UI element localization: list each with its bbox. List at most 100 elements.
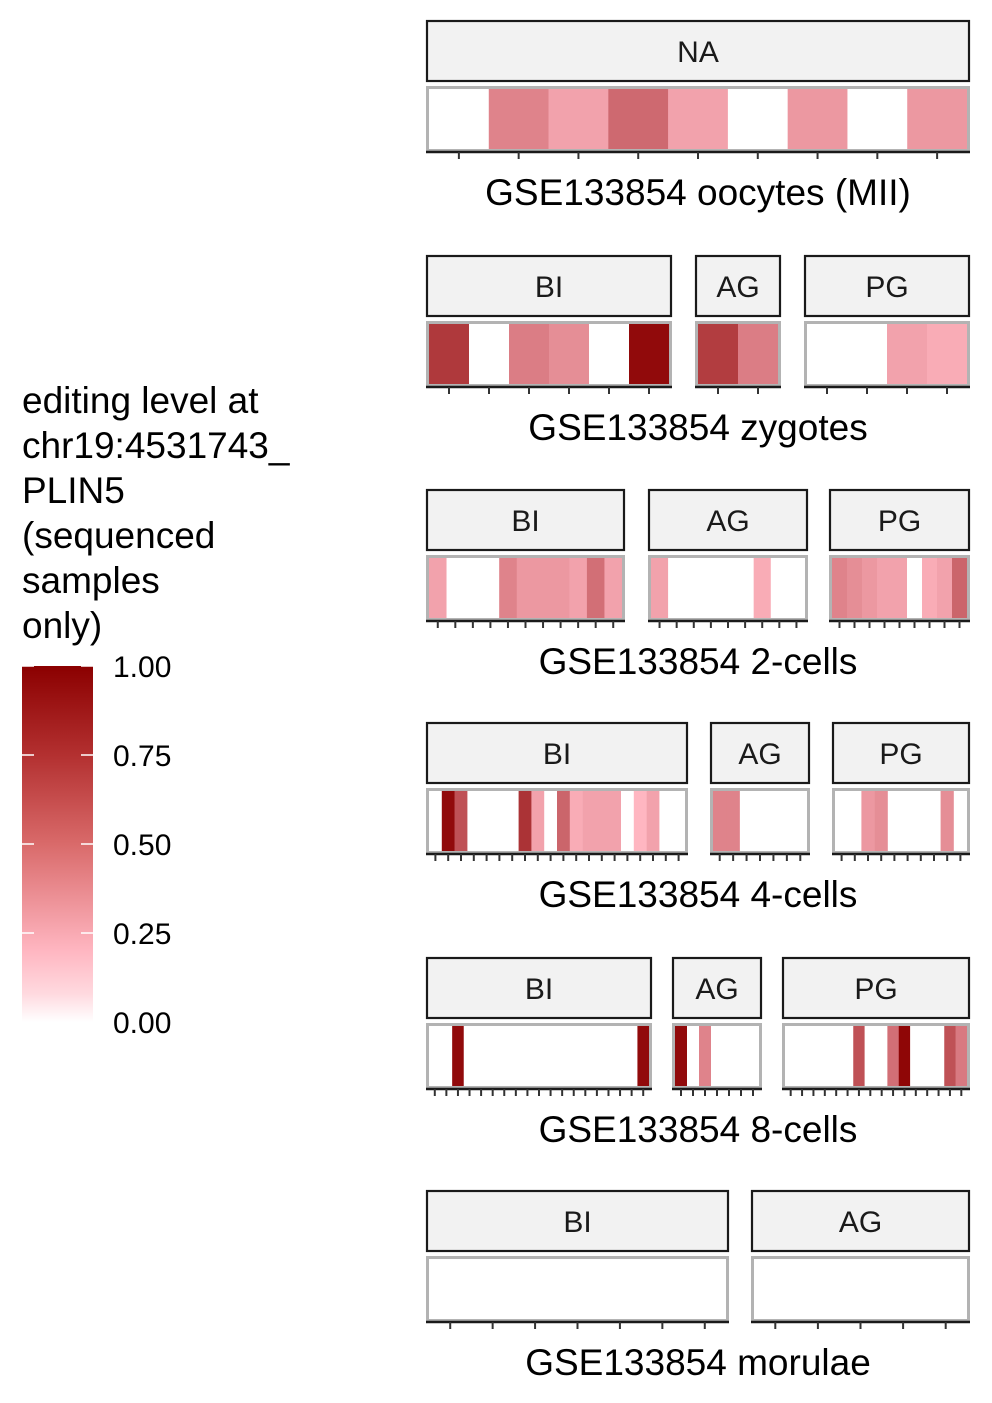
heatmap-tile (429, 558, 447, 618)
heatmap-tile (796, 1259, 840, 1319)
facet-strip (425, 1189, 730, 1253)
heatmap-tile (754, 1259, 797, 1319)
facet-strip (425, 488, 626, 552)
heatmap-tile (907, 89, 968, 149)
heatmap-tile (787, 89, 848, 149)
heatmap-tile (952, 558, 968, 618)
heatmap-tile (874, 791, 889, 851)
facet-strip-label: BI (525, 973, 553, 1006)
facet-strip (425, 721, 689, 785)
heatmap-tile (499, 558, 518, 618)
heatmap-tile (429, 1026, 441, 1086)
facet-strip-label: AG (695, 973, 738, 1006)
heatmap-tile (735, 1026, 748, 1086)
heatmap-tile (668, 558, 686, 618)
heatmap-tile (480, 791, 494, 851)
panel-border (426, 788, 688, 854)
heatmap-tile (819, 1026, 831, 1086)
facet-group: PG (803, 254, 971, 394)
heatmap-tile (753, 558, 772, 618)
panel: BI AG PG GSE133854 4-cells (425, 721, 971, 915)
heatmap-tile (469, 324, 510, 384)
facet-group: AG (694, 254, 782, 394)
heatmap-tile (467, 791, 481, 851)
heatmap-tile (780, 791, 794, 851)
heatmap-tile (887, 324, 928, 384)
heatmap-tile (921, 1026, 934, 1086)
facet-group: BI (425, 488, 626, 628)
heatmap-tile (481, 558, 500, 618)
facet-strip-label: NA (677, 36, 719, 69)
facet-strip (647, 488, 809, 552)
panel: NA GSE133854 oocytes (MII) (425, 19, 971, 213)
heatmap-tile (614, 1026, 627, 1086)
panel-border (426, 1023, 652, 1089)
heatmap-tile (736, 558, 754, 618)
legend-title-line: PLIN5 (22, 470, 125, 511)
heatmap-tile (887, 1026, 900, 1086)
heatmap-tile (747, 1026, 760, 1086)
panel-label: GSE133854 zygotes (528, 407, 867, 448)
heatmap-tile (544, 791, 558, 851)
heatmap-tile (864, 1026, 877, 1086)
heatmap-tile (440, 1026, 453, 1086)
panel-label: GSE133854 8-cells (539, 1109, 858, 1150)
heatmap-tile (861, 791, 875, 851)
panel-border (426, 86, 970, 152)
panel: BI AG GSE133854 morulae (425, 1189, 971, 1383)
heatmap-tile (513, 1259, 557, 1319)
facet-group: AG (647, 488, 809, 628)
heatmap-tile (534, 558, 553, 618)
facet-group: BI (425, 254, 673, 394)
heatmap-tile (910, 1026, 922, 1086)
heatmap-tile (567, 1026, 580, 1086)
panel-border (672, 1023, 762, 1089)
heatmap-tile (739, 791, 754, 851)
heatmap-tile (766, 791, 781, 851)
heatmap-tile (847, 89, 908, 149)
heatmap-tile (726, 791, 741, 851)
heatmap-tile (770, 558, 789, 618)
heatmap-tile (807, 324, 848, 384)
heatmap-tile (625, 1026, 638, 1086)
facet-strip (709, 721, 811, 785)
heatmap-tile (531, 791, 545, 851)
legend-title-line: editing level at (22, 380, 259, 421)
heatmap-tile (429, 324, 470, 384)
heatmap-tile (687, 1026, 700, 1086)
heatmap-tile (955, 1026, 968, 1086)
heatmap-tile (901, 791, 915, 851)
heatmap-tile (796, 1026, 809, 1086)
panel-border (782, 1023, 970, 1089)
facet-group: NA (425, 19, 971, 159)
facet-strip-label: AG (738, 738, 781, 771)
facet-strip-label: BI (511, 505, 539, 538)
heatmap-tile (927, 324, 968, 384)
heatmap-tile (463, 1026, 476, 1086)
heatmap-tile (924, 1259, 968, 1319)
heatmap-tile (940, 791, 955, 851)
facet-group: BI (425, 956, 653, 1096)
heatmap-tile (498, 1026, 511, 1086)
heatmap-tile (659, 791, 673, 851)
heatmap-tile (602, 1026, 615, 1086)
facet-strip (425, 956, 653, 1020)
heatmap-tile (785, 1026, 797, 1086)
panel-border (751, 1256, 970, 1322)
heatmap-tile (793, 791, 808, 851)
legend-title: editing level at chr19:4531743_ PLIN5 (s… (22, 378, 352, 648)
legend-title-line: (sequenced (22, 515, 216, 556)
panel-border (426, 1256, 729, 1322)
heatmap-tile (589, 324, 630, 384)
heatmap-tile (887, 791, 902, 851)
panel-border (695, 321, 781, 387)
heatmap-tile (787, 558, 806, 618)
heatmap-tile (429, 1259, 472, 1319)
heatmap-tile (486, 1026, 499, 1086)
facet-strip-label: PG (865, 271, 908, 304)
panel-border (648, 555, 808, 621)
heatmap-tile (582, 791, 596, 851)
heatmap-tile (510, 1026, 522, 1086)
heatmap-tile (914, 791, 928, 851)
